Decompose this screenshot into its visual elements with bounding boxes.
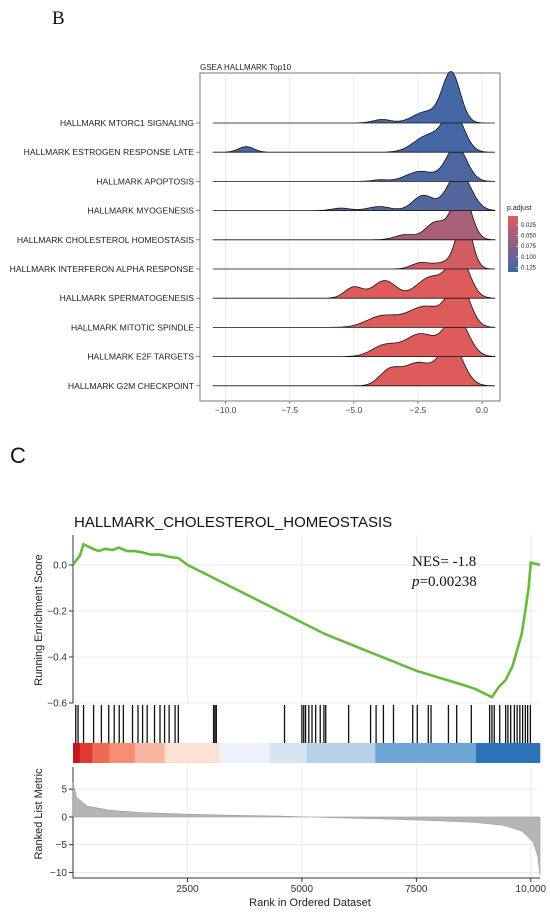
es-y-ticks: 0.0 −0.2 −0.4 −0.6	[47, 560, 73, 710]
legend-tick-label: 0.125	[521, 265, 537, 271]
es-y-tick-label: −0.4	[47, 652, 67, 663]
ridge-label: HALLMARK ESTROGEN RESPONSE LATE	[24, 147, 195, 157]
color-bar-segment	[79, 743, 93, 763]
x-axis-label: Rank in Ordered Dataset	[249, 897, 371, 909]
color-bar-segment	[306, 743, 376, 763]
panel-b-letter: B	[52, 8, 65, 29]
ridge-x-tick-label: −2.5	[410, 405, 427, 415]
color-bar-segment	[219, 743, 271, 763]
ridge-label: HALLMARK G2M CHECKPOINT	[68, 381, 195, 391]
running-es-line	[71, 542, 541, 699]
color-bar-segment	[73, 743, 81, 763]
metric-x-tick-label: 2500	[176, 884, 199, 895]
ridgeline-chart: GSEA HALLMARK Top10 HALLMARK G2M CHECKPO…	[10, 63, 537, 415]
color-bar-segment	[134, 743, 165, 763]
ridge-label: HALLMARK SPERMATOGENESIS	[60, 293, 195, 303]
ridge-legend: p.adjust 0.025 0.050 0.075 0.100 0.125	[507, 205, 537, 272]
ridge-x-tick-label: 0.0	[476, 405, 488, 415]
p-symbol: p	[411, 574, 420, 590]
color-bar-segment	[109, 743, 136, 763]
panel-c-letter: C	[10, 443, 26, 468]
ridge-series-group	[212, 71, 496, 387]
p-value: =0.00238	[420, 574, 477, 590]
metric-y-tick-label: 5	[61, 785, 67, 796]
color-bar-segment	[164, 743, 220, 763]
y-axis-label-metric: Ranked List Metric	[33, 768, 45, 860]
ridge-x-ticks: −10.0 −7.5 −5.0 −2.5 0.0	[215, 401, 488, 415]
gsea-chart: HALLMARK_CHOLESTEROL_HOMEOSTASIS Running…	[33, 514, 547, 909]
ridge-label: HALLMARK MYOGENESIS	[88, 206, 195, 216]
color-bar-segment	[475, 743, 541, 763]
ridge-label: HALLMARK CHOLESTEROL HOMEOSTASIS	[17, 235, 194, 245]
ridge-x-tick-label: −7.5	[281, 405, 298, 415]
metric-x-tick-label: 10,000	[516, 884, 547, 895]
ridge-label: HALLMARK MITOTIC SPINDLE	[71, 322, 194, 332]
metric-y-tick-label: −5	[56, 840, 68, 851]
p-value-label: p=0.00238	[411, 574, 477, 590]
ridge-label: HALLMARK APOPTOSIS	[96, 176, 194, 186]
ridge-chart-title: GSEA HALLMARK Top10	[200, 63, 292, 72]
legend-title: p.adjust	[507, 205, 532, 212]
nes-label: NES= -1.8	[412, 554, 476, 570]
metric-panel: 5 0 −5 −10 2500 5000 7500 10,000	[50, 767, 547, 895]
y-axis-label-es: Running Enrichment Score	[33, 554, 45, 685]
ridge-density	[212, 188, 496, 241]
gsea-title: HALLMARK_CHOLESTEROL_HOMEOSTASIS	[74, 514, 392, 531]
metric-y-ticks: 5 0 −5 −10	[50, 785, 73, 879]
legend-tick-label: 0.100	[521, 255, 537, 261]
es-y-tick-label: −0.6	[47, 699, 67, 710]
metric-x-tick-label: 5000	[291, 884, 314, 895]
metric-x-ticks: 2500 5000 7500 10,000	[176, 878, 547, 895]
ridge-x-tick-label: −5.0	[345, 405, 362, 415]
ranked-metric-area	[72, 782, 541, 876]
metric-x-tick-label: 7500	[405, 884, 428, 895]
ridge-label: HALLMARK INTERFERON ALPHA RESPONSE	[10, 264, 195, 274]
es-y-tick-label: 0.0	[53, 560, 67, 571]
color-bar-segment	[92, 743, 110, 763]
color-bar-segment	[269, 743, 307, 763]
color-bar-segment	[375, 743, 477, 763]
ridge-density	[212, 71, 495, 124]
rank-color-bar	[73, 743, 541, 763]
es-gridlines	[73, 535, 540, 704]
es-y-tick-label: −0.2	[47, 606, 67, 617]
ridge-label: HALLMARK MTORC1 SIGNALING	[60, 118, 194, 128]
legend-tick-label: 0.050	[521, 234, 537, 240]
ridge-labels-group: HALLMARK G2M CHECKPOINT HALLMARK E2F TARG…	[10, 118, 200, 391]
es-panel: 0.0 −0.2 −0.4 −0.6 NES= -1.8 p=0.00238	[47, 535, 541, 710]
metric-y-tick-label: −10	[50, 868, 67, 879]
legend-tick-label: 0.075	[521, 244, 537, 250]
legend-tick-label: 0.025	[521, 223, 537, 229]
ridge-label: HALLMARK E2F TARGETS	[87, 352, 194, 362]
hits-panel	[75, 705, 532, 743]
legend-color-bar	[508, 216, 518, 272]
ridge-density	[212, 145, 495, 182]
metric-y-tick-label: 0	[61, 812, 67, 823]
ridge-x-tick-label: −10.0	[215, 405, 237, 415]
